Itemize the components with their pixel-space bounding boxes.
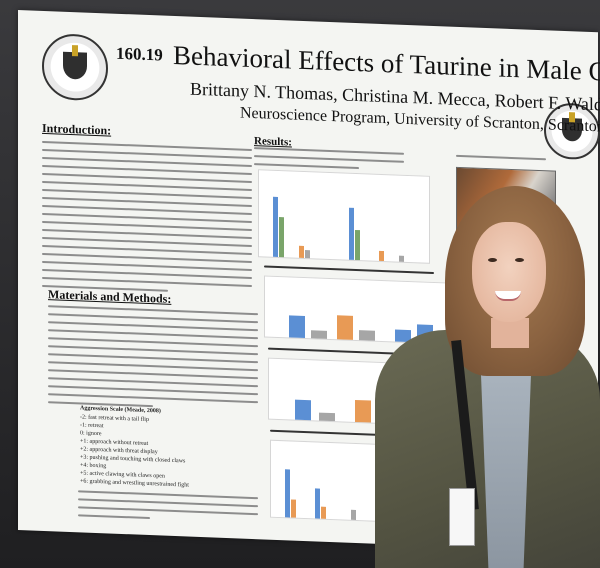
presenter-eye (515, 258, 524, 262)
presenter-face (472, 222, 546, 322)
chart-bar (291, 499, 296, 518)
chart-bar (299, 245, 304, 258)
poster-number: 160.19 (116, 43, 163, 65)
chart-bar (399, 255, 404, 262)
chart-bar (279, 217, 284, 258)
chart-bar (349, 207, 354, 260)
chart-bar (379, 250, 384, 262)
introduction-heading: Introduction: (42, 120, 112, 138)
chart-bar (289, 315, 305, 339)
scale-item: +6: grabbing and wrestling unrestrained … (80, 478, 189, 489)
methods-text (48, 305, 258, 417)
chart-bar (355, 399, 371, 423)
chart-bar (311, 330, 327, 339)
chart-bar (355, 229, 360, 261)
presenter-shirt (479, 338, 533, 568)
methods-footnote-text (78, 490, 258, 529)
chart-bar (321, 506, 326, 519)
chart-bar (315, 488, 320, 519)
photo-caption (456, 154, 546, 166)
name-badge (449, 488, 475, 546)
presenter-smile (495, 291, 521, 301)
introduction-text (42, 140, 252, 301)
chart-bar (359, 330, 375, 341)
university-seal-icon (42, 32, 108, 102)
chart-bar (305, 250, 310, 259)
chart-bar (351, 509, 356, 520)
chart-bar (319, 412, 335, 422)
presenter-neck (491, 318, 529, 348)
chart-bar (285, 469, 290, 518)
results-chart-1 (258, 169, 430, 264)
chart-2-caption (264, 265, 434, 274)
presenter-eye (488, 258, 497, 262)
chart-bar (295, 399, 311, 421)
chart-bar (337, 315, 353, 340)
chart-bar (273, 196, 278, 257)
